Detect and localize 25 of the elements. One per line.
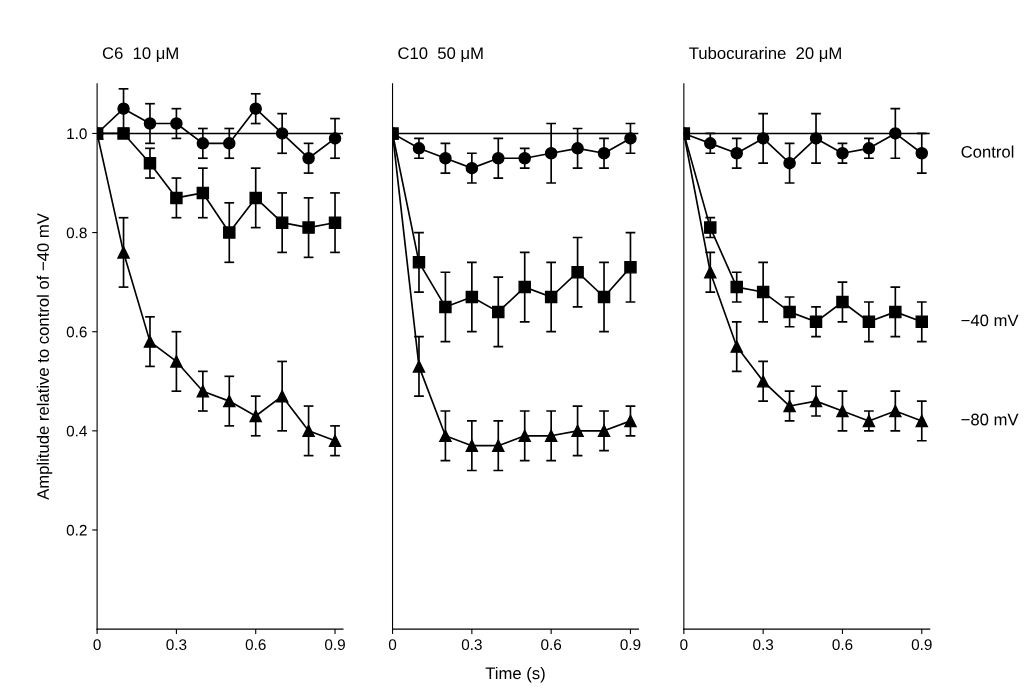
chart-title: Tubocurarine 20 μM — [689, 46, 841, 63]
x-tick-label: 0 — [680, 639, 688, 651]
x-tick-label: 0.3 — [753, 639, 774, 651]
y-tick-label: 1.0 — [67, 128, 87, 140]
text: −80 mV — [961, 413, 1019, 426]
y-tick-label: 0.2 — [66, 524, 87, 536]
x-tick-label: 0.6 — [541, 639, 562, 651]
x-tick-label: 0.3 — [461, 639, 482, 651]
y-tick-label: 0.8 — [66, 227, 87, 239]
x-tick-label: 0 — [388, 639, 397, 651]
text: −40 mV — [961, 314, 1019, 327]
x-tick-label: 0.9 — [911, 639, 932, 651]
x-tick-label: 0.9 — [620, 639, 641, 651]
chart-title: C10 50 μM — [398, 47, 483, 63]
x-tick-label: 0.6 — [832, 639, 853, 651]
y-tick-label: 0.4 — [66, 425, 87, 437]
x-axis-title: Time (s) — [485, 666, 545, 683]
x-tick-label: 0.9 — [325, 639, 345, 651]
y-axis-title: Amplitude relative to control of −40 mV — [36, 213, 53, 500]
chart-title: C6 10 μM — [102, 47, 178, 63]
y-tick-label: 0.6 — [66, 326, 87, 338]
x-tick-label: 0.6 — [245, 639, 266, 651]
x-tick-label: 0.3 — [166, 639, 187, 651]
x-tick-label: 0 — [93, 639, 101, 651]
text: Control — [961, 145, 1014, 158]
